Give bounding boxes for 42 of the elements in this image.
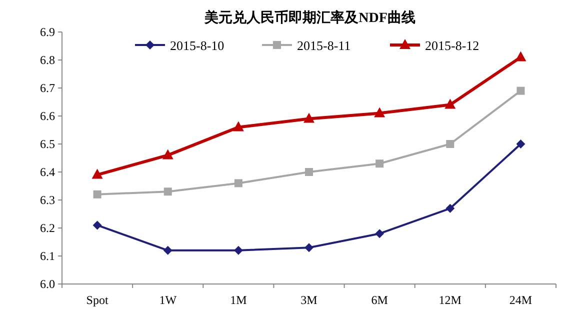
x-tick-label: 6M <box>371 293 388 307</box>
y-tick-label: 6.6 <box>40 109 55 123</box>
point <box>164 188 172 196</box>
point <box>163 246 172 255</box>
point <box>374 107 386 118</box>
y-tick-label: 6.1 <box>40 249 55 263</box>
x-tick-label: 1W <box>159 293 178 307</box>
point <box>234 246 243 255</box>
legend-label: 2015-8-10 <box>170 38 224 53</box>
y-tick-label: 6.7 <box>40 81 55 95</box>
y-tick-label: 6.3 <box>40 193 55 207</box>
point <box>375 229 384 238</box>
point <box>92 168 103 179</box>
point <box>515 51 526 62</box>
point <box>93 190 102 198</box>
y-tick-label: 6.5 <box>40 137 55 151</box>
x-tick-label: 1M <box>230 293 248 307</box>
point <box>516 140 526 148</box>
point <box>234 179 242 188</box>
point <box>162 149 174 160</box>
y-tick-label: 6.2 <box>40 221 55 235</box>
point <box>516 86 525 95</box>
y-tick-label: 6.4 <box>40 165 55 179</box>
legend-label: 2015-8-12 <box>425 38 480 53</box>
chart-title: 美元兑人民币即期汇率及NDF曲线 <box>204 9 416 26</box>
point <box>444 98 456 109</box>
point <box>304 243 314 252</box>
point <box>92 220 102 230</box>
x-tick-label: Spot <box>86 293 109 307</box>
y-tick-label: 6.9 <box>40 25 55 39</box>
point <box>376 160 384 168</box>
point <box>446 204 455 213</box>
x-tick-label: 3M <box>300 293 318 307</box>
x-tick-label: 24M <box>509 293 532 307</box>
point <box>232 121 244 132</box>
point <box>446 140 454 148</box>
y-tick-label: 6.8 <box>40 53 55 67</box>
y-tick-label: 6.0 <box>40 277 55 291</box>
x-tick-label: 12M <box>438 293 462 307</box>
point <box>305 168 313 176</box>
point <box>304 112 314 123</box>
legend-label: 2015-8-11 <box>297 38 351 53</box>
